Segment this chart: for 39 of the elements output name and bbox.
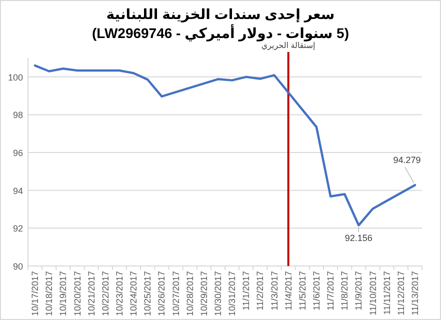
x-tick-label: 11/7/2017: [326, 271, 336, 310]
x-tick-label: 10/18/2017: [44, 271, 54, 316]
x-tick-label: 11/4/2017: [283, 271, 294, 310]
x-tick-label: 11/2/2017: [255, 271, 266, 310]
chart-title: سعر إحدى سندات الخزينة اللبنانية: [106, 6, 335, 23]
x-tick-label: 10/29/2017: [198, 271, 209, 316]
ref-line-label: إستقالة الحريري: [261, 41, 316, 50]
x-tick-label: 11/9/2017: [354, 271, 364, 310]
x-tick-label: 11/3/2017: [269, 271, 280, 310]
x-tick-label: 10/24/2017: [128, 271, 139, 316]
x-tick-label: 11/1/2017: [241, 271, 252, 310]
y-tick-label: 98: [12, 110, 23, 120]
x-tick-label: 11/6/2017: [311, 271, 322, 310]
x-tick-label: 11/11/2017: [382, 271, 392, 315]
data-label: 94.279: [393, 155, 421, 166]
x-tick-label: 10/19/2017: [58, 271, 68, 316]
y-tick-label: 96: [12, 148, 23, 158]
x-tick-label: 11/5/2017: [297, 271, 308, 310]
y-tick-label: 94: [12, 186, 23, 196]
x-tick-label: 10/30/2017: [212, 271, 223, 316]
x-tick-label: 10/25/2017: [142, 271, 153, 316]
x-tick-label: 11/12/2017: [396, 271, 406, 316]
x-tick-label: 10/26/2017: [156, 271, 167, 316]
x-tick-label: 10/27/2017: [170, 271, 181, 316]
x-tick-label: 10/23/2017: [114, 271, 124, 316]
x-tick-label: 10/28/2017: [184, 271, 195, 316]
y-tick-label: 90: [12, 262, 23, 272]
x-tick-label: 10/31/2017: [227, 271, 238, 316]
data-label: 92.156: [344, 233, 372, 244]
x-tick-label: 10/21/2017: [86, 271, 96, 316]
y-tick-label: 100: [8, 72, 23, 82]
x-tick-label: 10/17/2017: [30, 271, 40, 316]
y-tick-label: 92: [12, 224, 23, 234]
x-tick-label: 11/8/2017: [340, 271, 350, 310]
x-tick-label: 10/20/2017: [72, 271, 82, 316]
x-tick-label: 11/10/2017: [368, 271, 378, 316]
chart-subtitle: (5 سنوات - دولار أميركي - LW2969746): [92, 24, 349, 42]
x-tick-label: 10/22/2017: [100, 271, 110, 316]
x-tick-label: 11/13/2017: [410, 271, 420, 316]
